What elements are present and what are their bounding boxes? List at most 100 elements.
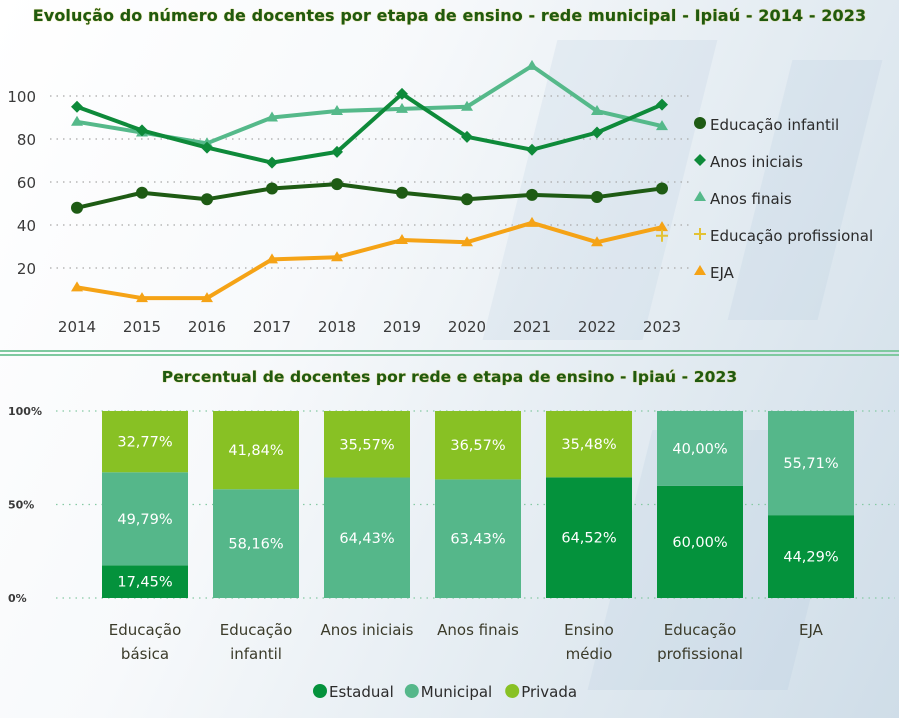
bar-segment-municipal	[435, 479, 521, 598]
data-label: 63,43%	[450, 532, 505, 548]
data-point	[656, 221, 668, 232]
series-educa-o-infantil	[71, 178, 668, 214]
data-point	[71, 281, 83, 292]
legend-diamond-icon	[694, 154, 706, 166]
legend-circle-icon	[694, 117, 706, 129]
data-point	[396, 87, 408, 100]
data-point	[656, 229, 668, 242]
data-point	[526, 59, 538, 70]
data-point	[461, 130, 473, 143]
data-point	[136, 292, 148, 303]
data-point	[526, 143, 538, 156]
series-anos-iniciais	[71, 87, 668, 169]
legend-item: Anos finais	[694, 190, 792, 208]
data-point	[591, 236, 603, 247]
series-line	[76, 220, 663, 301]
data-label: 64,43%	[339, 531, 394, 547]
line-chart: 20 40 60 80 100 2014 2015 2016 2017 2018 2019 2020 2…	[7, 59, 873, 336]
data-point	[266, 182, 278, 195]
data-point	[71, 115, 83, 126]
y-tick-label: 20	[17, 260, 36, 278]
section-divider	[0, 354, 899, 356]
y-tick-label: 60	[17, 174, 36, 192]
x-category-label: Educação	[109, 621, 182, 639]
data-label: 58,16%	[228, 537, 283, 553]
series-line	[76, 182, 663, 210]
bar-chart-title: Percentual de docentes por rede e etapa …	[161, 368, 738, 386]
data-label: 35,57%	[339, 437, 394, 453]
data-point	[331, 145, 343, 158]
legend-label: Anos iniciais	[710, 153, 803, 171]
data-point	[266, 156, 278, 169]
data-point	[331, 251, 343, 262]
x-tick-label: 2016	[188, 318, 226, 336]
x-tick-label: 2019	[383, 318, 421, 336]
legend-item: Educação infantil	[694, 116, 839, 134]
legend-label: Privada	[521, 683, 577, 701]
series-line	[76, 91, 663, 165]
bar-segment-privada	[213, 411, 299, 490]
data-point	[656, 98, 668, 111]
data-label: 32,77%	[117, 435, 172, 451]
bar-segment-municipal	[324, 477, 410, 598]
x-category-label: Educação	[220, 621, 293, 639]
legend-triangle-icon	[694, 191, 706, 201]
data-label: 35,48%	[561, 437, 616, 453]
bar-stack: 63,43% 36,57%	[435, 411, 521, 598]
data-point	[656, 120, 668, 131]
bar-segment-municipal	[102, 472, 188, 566]
data-point	[526, 216, 538, 227]
data-point	[331, 178, 343, 191]
bar-segment-municipal	[213, 489, 299, 598]
legend-label: EJA	[710, 264, 735, 282]
bar-stack: 58,16% 41,84%	[213, 411, 299, 598]
x-category-label: infantil	[230, 645, 282, 663]
data-point	[591, 105, 603, 116]
data-point	[201, 193, 213, 206]
data-point	[71, 100, 83, 113]
y-tick-label: 100%	[8, 405, 42, 418]
bar-stack: 17,45% 49,79% 32,77%	[102, 410, 188, 598]
legend-label: Municipal	[421, 683, 492, 701]
data-point	[331, 105, 343, 116]
y-tick-label: 100	[7, 88, 36, 106]
data-point	[201, 141, 213, 154]
y-tick-label: 50%	[8, 499, 34, 512]
data-point	[266, 253, 278, 264]
x-tick-label: 2017	[253, 318, 291, 336]
series-eja	[71, 216, 668, 303]
legend-item: Privada	[505, 683, 577, 701]
data-point	[656, 182, 668, 195]
data-label: 49,79%	[117, 512, 172, 528]
y-tick-label: 0%	[8, 592, 27, 605]
legend-dot-icon	[313, 684, 327, 698]
y-tick-label: 40	[17, 217, 36, 235]
data-point	[71, 201, 83, 214]
legend-item: Municipal	[404, 683, 492, 701]
x-tick-label: 2022	[578, 318, 616, 336]
data-label: 64,52%	[561, 531, 616, 547]
legend-label: Educação profissional	[710, 227, 873, 245]
x-tick-label: 2023	[643, 318, 681, 336]
legend-item: Estadual	[313, 683, 394, 701]
bar-segment-privada	[546, 411, 632, 478]
legend-label: Educação infantil	[710, 116, 839, 134]
data-point	[591, 191, 603, 204]
bar-stack: 64,43% 35,57%	[324, 411, 410, 598]
x-category-label: Anos finais	[437, 621, 519, 639]
x-category-label: básica	[121, 645, 169, 663]
x-category-label: Anos iniciais	[321, 621, 414, 639]
bar-segment-privada	[435, 411, 521, 480]
data-point	[461, 100, 473, 111]
data-point	[526, 188, 538, 201]
legend-triangle-icon	[694, 265, 706, 275]
data-label: 17,45%	[117, 575, 172, 591]
bar-segment-privada	[324, 411, 410, 478]
bar-segment-privada	[102, 410, 188, 473]
data-point	[136, 186, 148, 199]
data-point	[461, 193, 473, 206]
legend-item: EJA	[694, 264, 735, 282]
legend-item: Anos iniciais	[694, 153, 803, 171]
data-point	[266, 111, 278, 122]
data-point	[461, 236, 473, 247]
